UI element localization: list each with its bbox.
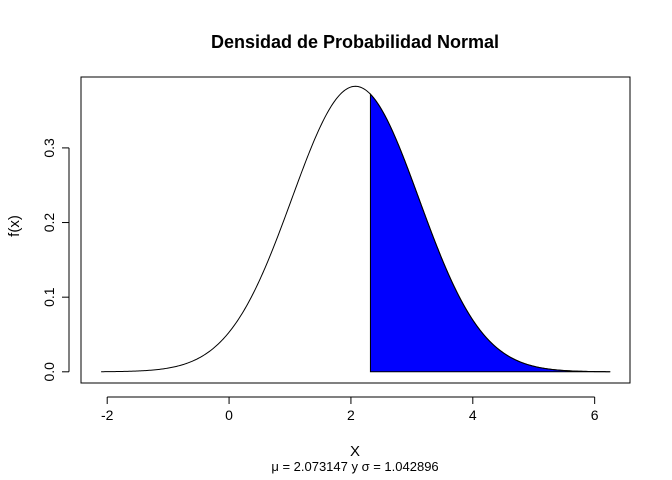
y-tick-label: 0.1 <box>41 287 57 307</box>
y-axis-label: f(x) <box>6 215 23 237</box>
x-tick-label: 0 <box>225 407 233 423</box>
x-tick-label: 2 <box>347 407 355 423</box>
x-tick-label: 6 <box>591 407 599 423</box>
x-tick-label: 4 <box>469 407 477 423</box>
chart-subtitle: μ = 2.073147 y σ = 1.042896 <box>271 459 438 474</box>
chart-title: Densidad de Probabilidad Normal <box>211 32 499 52</box>
x-axis-label: X <box>350 443 360 460</box>
plot-box <box>80 76 631 384</box>
density-curve <box>101 85 610 373</box>
y-tick-label: 0.3 <box>41 138 57 158</box>
x-axis: -2 0 2 4 6 <box>101 396 599 423</box>
x-tick-label: -2 <box>101 407 114 423</box>
plot-area <box>101 85 611 373</box>
y-tick-label: 0.0 <box>41 362 57 382</box>
shaded-area <box>369 92 611 373</box>
y-axis: 0.0 0.1 0.2 0.3 <box>41 138 70 382</box>
y-tick-label: 0.2 <box>41 213 57 233</box>
